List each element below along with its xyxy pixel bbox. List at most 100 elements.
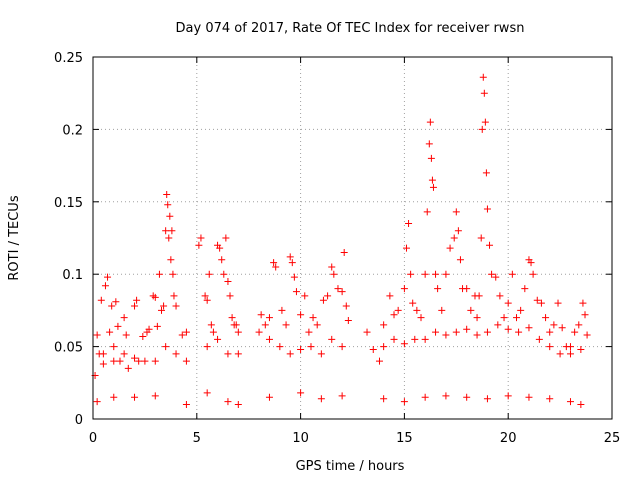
data-point xyxy=(504,325,512,333)
data-point xyxy=(386,292,394,300)
data-point xyxy=(328,335,336,343)
data-point xyxy=(108,302,116,310)
data-point xyxy=(205,270,213,278)
data-point xyxy=(500,314,508,322)
x-tick-label: 5 xyxy=(193,431,201,446)
data-point xyxy=(480,89,488,97)
data-point xyxy=(151,357,159,365)
data-point xyxy=(454,227,462,235)
data-point xyxy=(342,302,350,310)
data-point xyxy=(517,306,525,314)
data-point xyxy=(411,335,419,343)
data-point xyxy=(438,306,446,314)
data-point xyxy=(486,241,494,249)
data-point xyxy=(363,328,371,336)
data-point xyxy=(203,343,211,351)
grid-lines xyxy=(93,57,612,419)
data-point xyxy=(313,321,321,329)
data-point xyxy=(270,259,278,267)
data-point xyxy=(546,343,554,351)
data-point xyxy=(421,270,429,278)
data-point xyxy=(380,395,388,403)
data-point xyxy=(197,234,205,242)
y-tick-label: 0.2 xyxy=(62,123,83,138)
data-point xyxy=(566,398,574,406)
data-point xyxy=(97,296,105,304)
data-point xyxy=(120,350,128,358)
data-point xyxy=(172,302,180,310)
data-point xyxy=(344,317,352,325)
data-point xyxy=(220,270,228,278)
data-point xyxy=(407,270,415,278)
chart-title: Day 074 of 2017, Rate Of TEC Index for r… xyxy=(176,21,525,36)
data-point xyxy=(525,324,533,332)
data-point xyxy=(483,205,491,213)
data-point xyxy=(338,288,346,296)
data-point xyxy=(482,169,490,177)
data-point xyxy=(521,285,529,293)
data-point xyxy=(234,328,242,336)
data-point xyxy=(488,270,496,278)
data-point xyxy=(203,296,211,304)
data-point xyxy=(224,398,232,406)
y-tick-label: 0.1 xyxy=(62,268,83,283)
data-point xyxy=(478,125,486,133)
data-point xyxy=(504,299,512,307)
y-axis-ticks: 0 0.05 0.1 0.15 0.2 0.25 xyxy=(54,51,612,428)
data-point xyxy=(203,389,211,397)
data-point xyxy=(556,350,564,358)
data-point xyxy=(207,321,215,329)
data-point xyxy=(155,270,163,278)
data-point xyxy=(546,328,554,336)
data-point xyxy=(442,270,450,278)
data-point xyxy=(400,398,408,406)
data-point xyxy=(135,357,143,365)
data-point xyxy=(301,292,309,300)
data-point xyxy=(546,395,554,403)
data-point xyxy=(234,350,242,358)
data-point xyxy=(317,350,325,358)
data-point xyxy=(151,392,159,400)
data-point xyxy=(282,321,290,329)
data-point xyxy=(158,306,166,314)
data-point xyxy=(292,288,300,296)
x-tick-label: 25 xyxy=(604,431,621,446)
data-point xyxy=(479,73,487,81)
data-point xyxy=(165,234,173,242)
y-tick-label: 0 xyxy=(75,413,83,428)
data-point xyxy=(114,322,122,330)
data-point xyxy=(317,395,325,403)
data-point xyxy=(261,321,269,329)
data-point xyxy=(162,343,170,351)
data-point xyxy=(427,154,435,162)
data-point xyxy=(432,270,440,278)
data-point xyxy=(467,306,475,314)
data-point xyxy=(473,331,481,339)
data-point xyxy=(463,393,471,401)
data-point xyxy=(324,292,332,300)
data-point xyxy=(265,314,273,322)
data-point xyxy=(101,282,109,290)
data-point xyxy=(581,311,589,319)
data-point xyxy=(477,234,485,242)
data-point xyxy=(330,270,338,278)
data-point xyxy=(527,259,535,267)
data-point xyxy=(577,401,585,409)
data-point xyxy=(463,285,471,293)
data-point xyxy=(400,285,408,293)
data-point xyxy=(222,234,230,242)
data-point xyxy=(297,389,305,397)
data-point xyxy=(276,343,284,351)
data-point xyxy=(195,241,203,249)
data-point xyxy=(579,299,587,307)
data-point xyxy=(334,285,342,293)
data-point xyxy=(172,350,180,358)
data-point xyxy=(483,328,491,336)
x-axis-label: GPS time / hours xyxy=(296,459,405,474)
data-point xyxy=(456,256,464,264)
data-point xyxy=(529,270,537,278)
data-point xyxy=(421,335,429,343)
data-point xyxy=(290,273,298,281)
data-point xyxy=(151,293,159,301)
data-point xyxy=(421,393,429,401)
